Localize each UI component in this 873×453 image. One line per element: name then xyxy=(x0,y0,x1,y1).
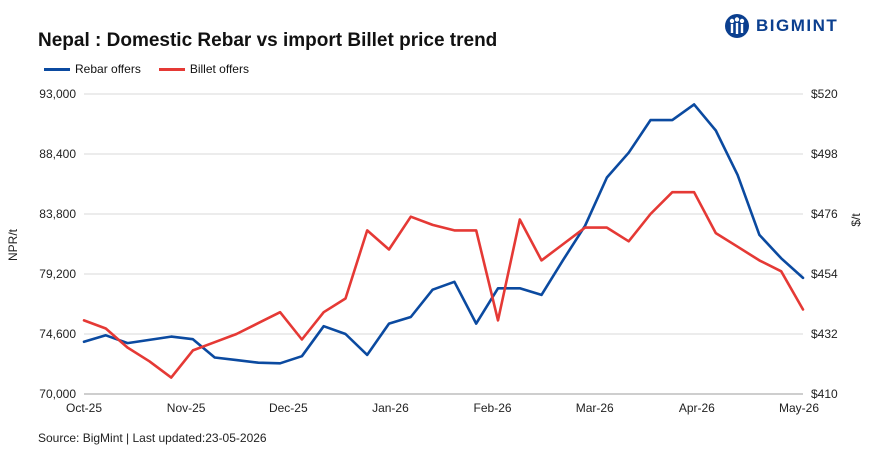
x-tick-label: Oct-25 xyxy=(66,401,102,415)
series-lines xyxy=(82,103,805,379)
x-tick-label: Feb-26 xyxy=(474,401,512,415)
legend: Rebar offers Billet offers xyxy=(44,62,267,76)
source-note: Source: BigMint | Last updated:23-05-202… xyxy=(38,431,267,445)
x-tick-label: Dec-25 xyxy=(269,401,308,415)
brand-logo: BIGMINT xyxy=(724,13,838,39)
chart-title: Nepal : Domestic Rebar vs import Billet … xyxy=(38,30,498,51)
legend-item-billet: Billet offers xyxy=(158,62,249,76)
y-tick-label-left: 93,000 xyxy=(39,87,76,101)
y-tick-label-right: $410 xyxy=(811,387,838,401)
y-tick-label-left: 83,800 xyxy=(39,207,76,221)
grid-lines xyxy=(84,93,803,395)
x-tick-label: Nov-25 xyxy=(167,401,206,415)
x-tick-label: Apr-26 xyxy=(679,401,715,415)
x-tick-label: May-26 xyxy=(779,401,819,415)
y-tick-label-right: $476 xyxy=(811,207,838,221)
x-axis-ticks: Oct-25 Nov-25 Dec-25 Jan-26 Feb-26 Mar-26 Apr-… xyxy=(66,401,819,415)
y-tick-label-right: $498 xyxy=(811,147,838,161)
y-axis-left-label: NPR/t xyxy=(6,228,20,261)
legend-swatch-billet xyxy=(158,67,185,71)
y-tick-label-right: $432 xyxy=(811,327,838,341)
brand-name: BIGMINT xyxy=(756,16,839,35)
y-tick-label-left: 74,600 xyxy=(39,327,76,341)
legend-label-rebar: Rebar offers xyxy=(75,62,141,76)
x-tick-label: Jan-26 xyxy=(372,401,409,415)
series-line-rebar xyxy=(82,103,805,365)
x-tick-label: Mar-26 xyxy=(576,401,614,415)
legend-label-billet: Billet offers xyxy=(189,62,249,76)
y-tick-label-right: $520 xyxy=(811,87,838,101)
y-axis-left-ticks: 70,000 74,600 79,200 83,800 88,400 93,000 xyxy=(39,87,76,401)
y-axis-right-label: $/t xyxy=(849,213,863,227)
y-tick-label-left: 70,000 xyxy=(39,387,76,401)
y-tick-label-left: 88,400 xyxy=(39,147,76,161)
y-axis-right-ticks: $410 $432 $454 $476 $498 $520 xyxy=(811,87,838,401)
y-tick-label-right: $454 xyxy=(811,267,838,281)
series-line-billet xyxy=(82,190,805,379)
bigmint-logo-icon xyxy=(725,14,749,38)
legend-swatch-rebar xyxy=(44,67,70,71)
y-tick-label-left: 79,200 xyxy=(39,267,76,281)
legend-item-rebar: Rebar offers xyxy=(44,62,141,76)
line-chart: 70,000 74,600 79,200 83,800 88,400 93,000 $41… xyxy=(6,87,863,415)
